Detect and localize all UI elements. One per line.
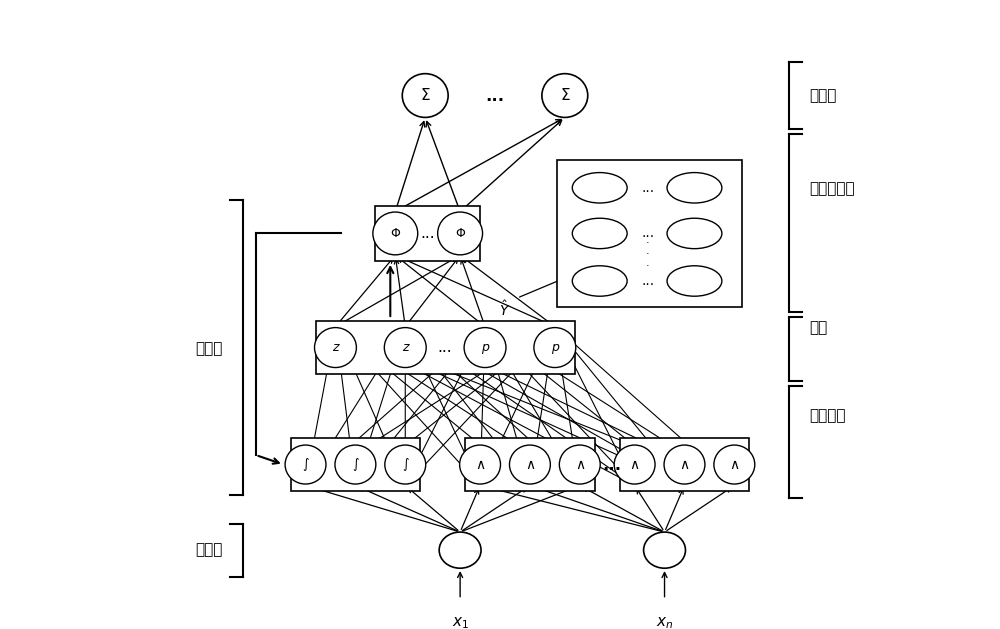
Bar xyxy=(291,438,420,491)
Circle shape xyxy=(335,445,376,484)
Text: 模糊推理层: 模糊推理层 xyxy=(809,181,855,196)
Text: ...: ... xyxy=(641,226,654,240)
Circle shape xyxy=(385,445,426,484)
Text: ∧: ∧ xyxy=(679,457,690,472)
Ellipse shape xyxy=(644,532,685,568)
Text: ...: ... xyxy=(420,226,435,241)
Text: Φ: Φ xyxy=(455,227,465,240)
Ellipse shape xyxy=(572,266,627,296)
Circle shape xyxy=(315,328,356,367)
Circle shape xyxy=(534,328,576,367)
Text: ∫: ∫ xyxy=(352,458,359,471)
Ellipse shape xyxy=(667,172,722,203)
Text: 积层: 积层 xyxy=(809,320,827,335)
Text: Σ: Σ xyxy=(560,88,570,103)
Circle shape xyxy=(509,445,550,484)
Text: ∧: ∧ xyxy=(525,457,535,472)
Text: ...: ... xyxy=(641,181,654,195)
Circle shape xyxy=(664,445,705,484)
Text: z: z xyxy=(402,341,409,354)
Ellipse shape xyxy=(667,266,722,296)
Text: ...: ... xyxy=(602,455,621,474)
Text: $\hat{Y}$: $\hat{Y}$ xyxy=(499,300,511,319)
Bar xyxy=(620,438,749,491)
Text: ∫: ∫ xyxy=(402,458,409,471)
Circle shape xyxy=(384,328,426,367)
Text: 输入层: 输入层 xyxy=(195,543,223,558)
Circle shape xyxy=(460,445,500,484)
Text: ∧: ∧ xyxy=(630,457,640,472)
Text: ...: ... xyxy=(641,274,654,288)
Text: z: z xyxy=(332,341,339,354)
Text: ...: ... xyxy=(485,87,505,104)
Bar xyxy=(465,438,595,491)
Text: p: p xyxy=(551,341,559,354)
Ellipse shape xyxy=(667,218,722,248)
Bar xyxy=(375,206,480,261)
Ellipse shape xyxy=(439,532,481,568)
Circle shape xyxy=(542,74,588,118)
Circle shape xyxy=(614,445,655,484)
Bar xyxy=(557,160,742,307)
Text: 循环层: 循环层 xyxy=(195,342,223,357)
Text: 输出层: 输出层 xyxy=(809,88,837,103)
Text: ∧: ∧ xyxy=(575,457,585,472)
Circle shape xyxy=(373,212,418,255)
Text: ·
·
·: · · · xyxy=(646,238,649,271)
Bar xyxy=(316,321,575,374)
Circle shape xyxy=(438,212,483,255)
Text: Σ: Σ xyxy=(420,88,430,103)
Text: $x_1$: $x_1$ xyxy=(452,615,469,629)
Circle shape xyxy=(464,328,506,367)
Circle shape xyxy=(285,445,326,484)
Ellipse shape xyxy=(572,172,627,203)
Ellipse shape xyxy=(572,218,627,248)
Text: ∧: ∧ xyxy=(475,457,485,472)
Text: 模糊化层: 模糊化层 xyxy=(809,408,846,423)
Text: $x_n$: $x_n$ xyxy=(656,615,673,629)
Circle shape xyxy=(559,445,600,484)
Text: Φ: Φ xyxy=(390,227,400,240)
Circle shape xyxy=(402,74,448,118)
Text: ∫: ∫ xyxy=(302,458,309,471)
Text: p: p xyxy=(481,341,489,354)
Circle shape xyxy=(714,445,755,484)
Text: ∧: ∧ xyxy=(729,457,739,472)
Text: ...: ... xyxy=(438,340,452,355)
